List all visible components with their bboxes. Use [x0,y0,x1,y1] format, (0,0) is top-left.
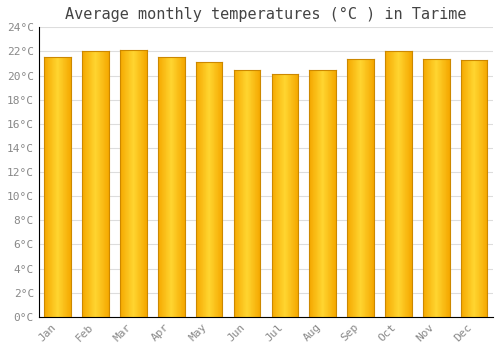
Title: Average monthly temperatures (°C ) in Tarime: Average monthly temperatures (°C ) in Ta… [65,7,466,22]
